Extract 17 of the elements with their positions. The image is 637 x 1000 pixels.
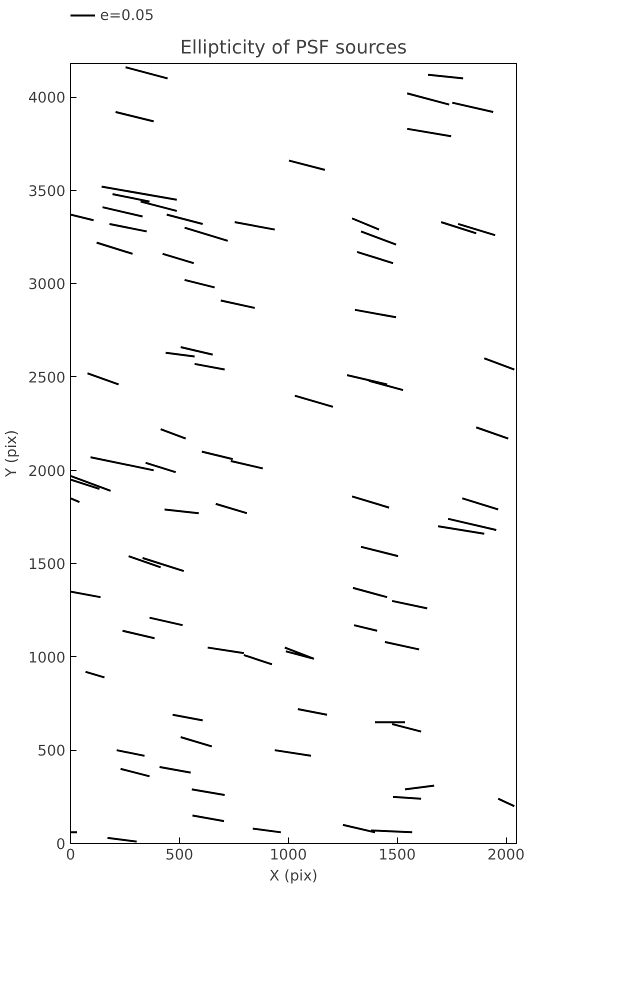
y-tick-label: 2000 bbox=[28, 462, 66, 480]
y-axis-title: Y (pix) bbox=[3, 430, 20, 478]
y-tick-label: 1500 bbox=[28, 556, 66, 574]
y-tick-label: 3000 bbox=[28, 276, 66, 294]
legend-label: e=0.05 bbox=[100, 6, 154, 24]
x-tick-label: 1500 bbox=[378, 846, 416, 864]
y-tick-label: 2500 bbox=[28, 369, 66, 386]
x-tick-label: 2000 bbox=[487, 846, 525, 864]
x-tick-label: 1000 bbox=[270, 846, 307, 864]
x-axis-title: X (pix) bbox=[269, 868, 318, 884]
chart-title: Ellipticity of PSF sources bbox=[180, 38, 407, 58]
y-tick-label: 1000 bbox=[28, 649, 66, 666]
y-tick-label: 0 bbox=[56, 836, 66, 853]
y-tick-label: 500 bbox=[38, 742, 66, 760]
y-tick-label: 4000 bbox=[28, 90, 66, 107]
y-tick-label: 3500 bbox=[28, 182, 66, 200]
x-tick-label: 500 bbox=[165, 846, 194, 864]
